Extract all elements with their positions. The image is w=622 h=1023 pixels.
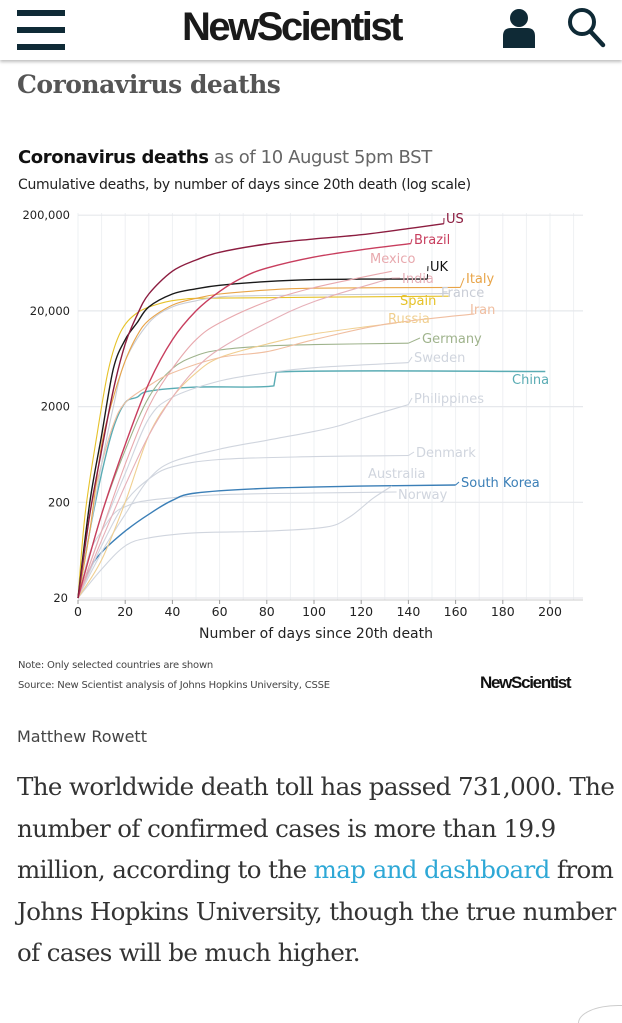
x-axis-label: Number of days since 20th death (199, 626, 433, 642)
series-label-australia: Australia (368, 467, 426, 482)
series-line-iran (77, 313, 475, 599)
x-tick-label: 60 (212, 604, 228, 619)
label-leader-line (407, 356, 413, 363)
series-label-sweden: Sweden (414, 351, 465, 366)
chart-title: Coronavirus deaths as of 10 August 5pm B… (18, 147, 432, 168)
article-paragraph: The worldwide death toll has passed 731,… (17, 766, 617, 974)
series-line-china (77, 370, 546, 599)
series-label-spain: Spain (400, 294, 436, 309)
x-tick-label: 200 (538, 604, 562, 619)
x-tick-label: 20 (117, 604, 133, 619)
series-line-uk (77, 278, 428, 599)
chart-subtitle: Cumulative deaths, by number of days sin… (18, 177, 471, 193)
x-tick-label: 100 (302, 604, 326, 619)
chart-source: Source: New Scientist analysis of Johns … (18, 680, 330, 691)
series-line-russia (77, 322, 397, 599)
series-line-australia (77, 485, 393, 599)
series-line-brazil (77, 242, 411, 599)
y-tick-label: 200 (48, 495, 70, 509)
chart-credit-logo: NewScientist (480, 673, 572, 692)
label-leader-line (408, 337, 421, 344)
search-icon[interactable] (566, 6, 606, 48)
series-label-italy: Italy (466, 272, 495, 287)
x-tick-label: 0 (74, 604, 82, 619)
series-label-us: US (446, 212, 464, 227)
x-tick-label: 40 (164, 604, 180, 619)
series-label-china: China (512, 373, 549, 388)
series-label-uk: UK (430, 260, 449, 275)
label-leader-line (408, 451, 415, 456)
x-tick-label: 140 (396, 604, 420, 619)
series-line-philippines (77, 404, 409, 599)
series-label-france: France (441, 286, 484, 301)
x-tick-label: 180 (491, 604, 515, 619)
site-logo[interactable]: NewScientist (182, 5, 403, 49)
chart-grid (77, 213, 583, 600)
label-leader-line (455, 481, 460, 486)
series-label-denmark: Denmark (416, 446, 476, 461)
series-line-spain (77, 295, 449, 599)
series-line-norway (77, 491, 397, 599)
series-label-mexico: Mexico (370, 252, 415, 267)
chart-series-lines (77, 223, 546, 599)
series-label-iran: Iran (470, 303, 495, 318)
series-label-india: India (402, 272, 434, 287)
series-line-india (77, 277, 393, 599)
series-line-mexico (77, 270, 393, 599)
x-tick-label: 120 (349, 604, 373, 619)
series-label-brazil: Brazil (414, 233, 450, 248)
author-name[interactable]: Matthew Rowett (17, 727, 147, 746)
chart-title-main: Coronavirus deaths (18, 147, 209, 168)
chart-axes: 20 200 2000 20,000 200,000 0 20 40 60 80 100 120 140… (22, 208, 583, 619)
y-tick-label: 2000 (41, 400, 70, 414)
deaths-line-chart: Norway South Korea Australia Denmark Philipp… (22, 208, 583, 642)
series-label-philippines: Philippines (414, 392, 484, 407)
label-leader-line (407, 397, 413, 405)
page-title: Coronavirus deaths (17, 70, 281, 99)
paragraph-text: The worldwide death toll has passed 731,… (17, 772, 615, 884)
x-tick-label: 80 (259, 604, 275, 619)
y-tick-label: 200,000 (22, 208, 70, 222)
chart-note: Note: Only selected countries are shown (18, 660, 214, 671)
series-line-us (77, 223, 444, 599)
floating-button[interactable] (578, 1005, 622, 1023)
paragraph-text: from Johns Hopkins University, though th… (17, 855, 616, 967)
series-line-denmark (77, 454, 409, 599)
series-label-russia: Russia (388, 312, 430, 327)
label-leader-line (426, 265, 429, 280)
top-nav-bar: NewScientist (0, 0, 622, 60)
series-label-norway: Norway (398, 488, 448, 503)
series-line-italy (77, 286, 461, 599)
chart-series-labels: Norway South Korea Australia Denmark Philipp… (368, 212, 549, 503)
series-label-germany: Germany (422, 332, 482, 347)
series-label-south-korea: South Korea (461, 476, 540, 491)
map-dashboard-link[interactable]: map and dashboard (313, 855, 551, 884)
chart-title-date: as of 10 August 5pm BST (213, 147, 432, 168)
label-leader-line (459, 277, 465, 288)
user-icon[interactable] (502, 8, 536, 48)
series-line-france (77, 293, 449, 599)
y-tick-label: 20,000 (30, 304, 70, 318)
hamburger-menu-icon[interactable] (17, 10, 65, 50)
x-tick-label: 160 (444, 604, 468, 619)
y-tick-label: 20 (53, 591, 68, 605)
label-leader-line (410, 238, 413, 244)
